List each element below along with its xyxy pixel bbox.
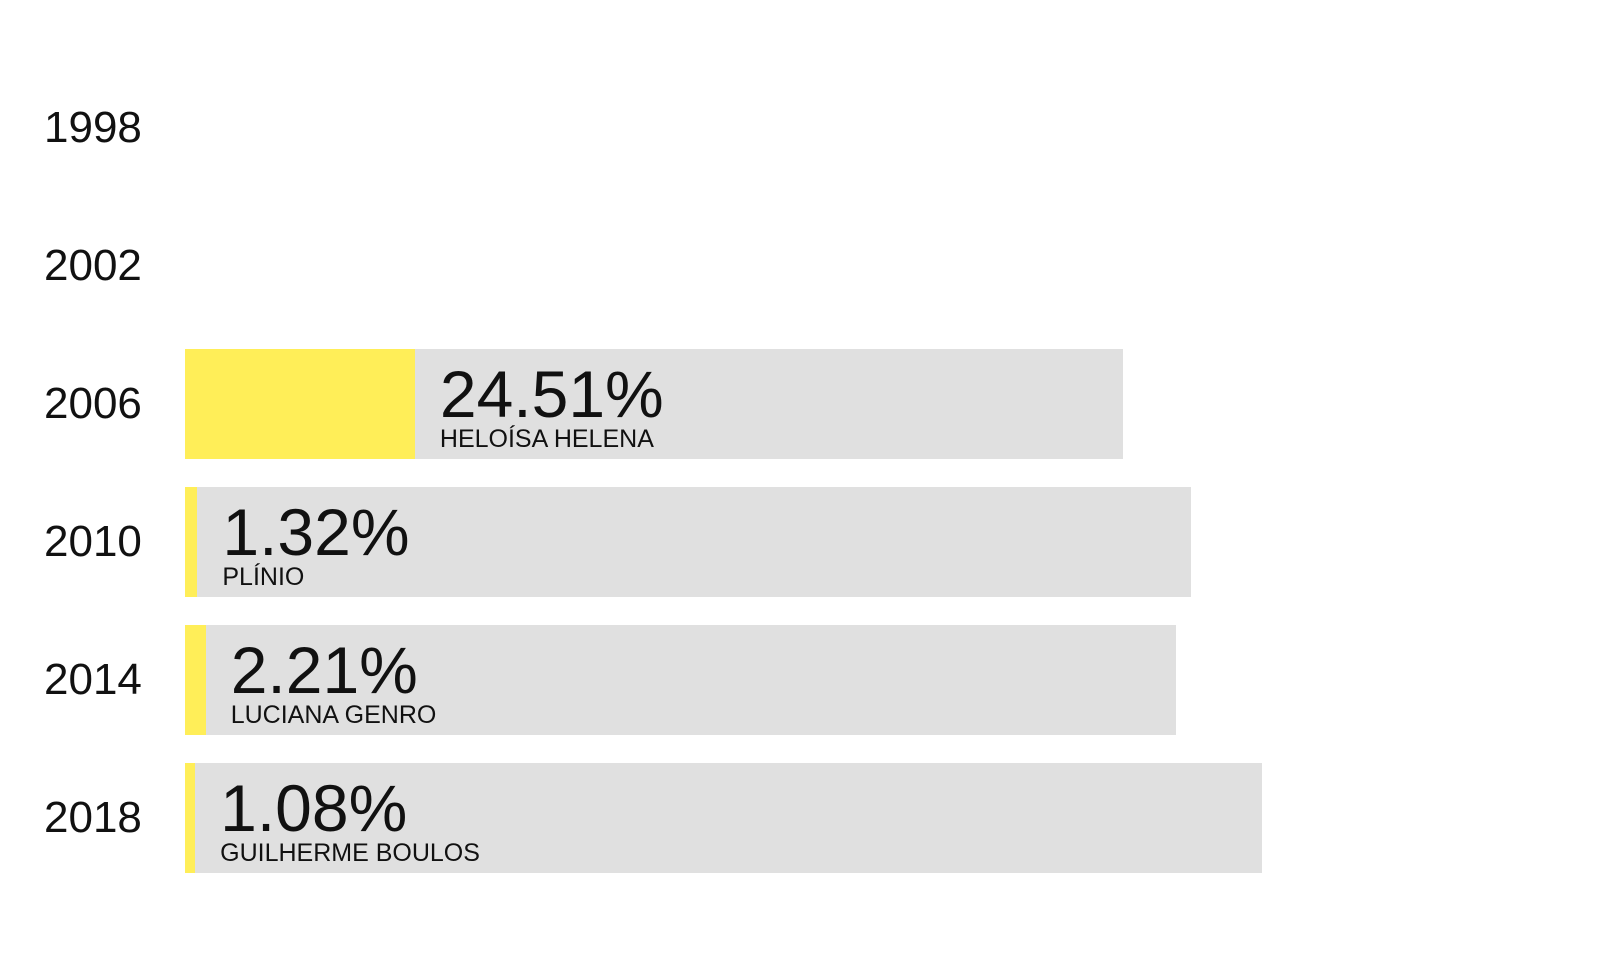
year-label-2006: 2006 [44, 379, 142, 428]
year-label-1998: 1998 [44, 103, 142, 152]
bar-fill-2014 [185, 625, 206, 735]
bar-track-2010: 1.32% PLÍNIO [185, 487, 1191, 597]
candidate-label-2006: HELOÍSA HELENA [439, 425, 654, 453]
bar-fill-2006 [185, 349, 415, 459]
year-label-2014: 2014 [44, 655, 142, 704]
candidate-label-2010: PLÍNIO [222, 563, 305, 591]
bar-track-2006: 24.51% HELOÍSA HELENA [185, 349, 1123, 459]
year-label-2010: 2010 [44, 517, 142, 566]
bar-track-2018: 1.08% GUILHERME BOULOS [185, 763, 1262, 873]
value-label-2006: 24.51% [439, 357, 664, 431]
candidate-label-2018: GUILHERME BOULOS [220, 839, 480, 867]
bar-track-2014: 2.21% LUCIANA GENRO [185, 625, 1176, 735]
year-label-2002: 2002 [44, 241, 142, 290]
year-label-2018: 2018 [44, 793, 142, 842]
value-label-2018: 1.08% [220, 771, 408, 845]
bar-fill-2018 [185, 763, 196, 873]
candidate-label-2014: LUCIANA GENRO [230, 701, 437, 729]
value-label-2010: 1.32% [222, 495, 410, 569]
bar-fill-2010 [185, 487, 198, 597]
value-label-2014: 2.21% [230, 633, 418, 707]
